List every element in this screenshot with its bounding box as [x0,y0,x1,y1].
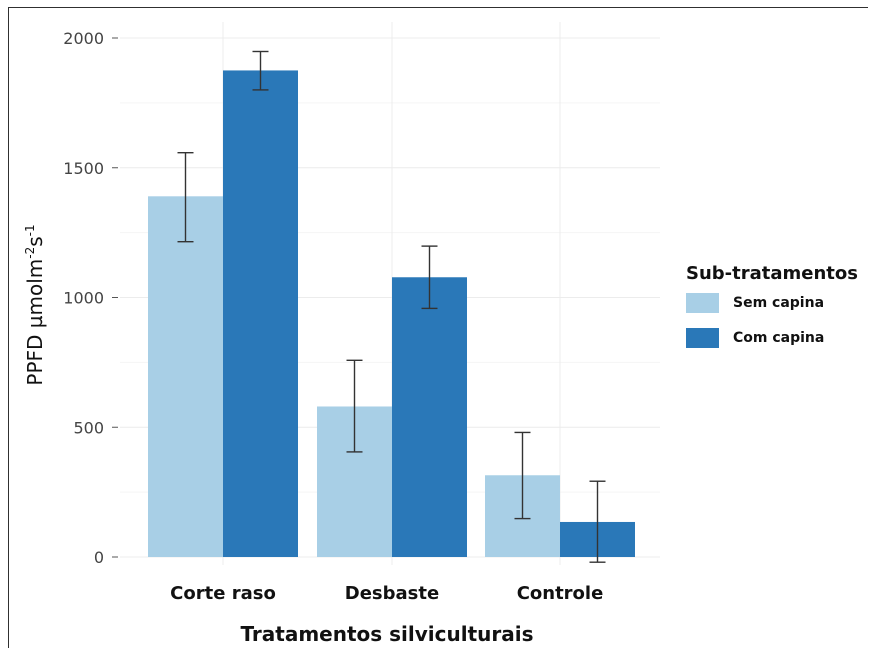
y-axis-ticks: 0 500 1000 1500 2000 [63,29,118,567]
bars-layer [148,70,635,558]
y-axis-title-exp2: -1 [23,224,37,236]
y-axis-title-unit: s [23,236,47,246]
y-axis-title: PPFD µmolm-2s-1 [23,224,47,385]
error-bars-layer [177,50,606,563]
y-tick-label: 1500 [63,159,104,178]
legend-label-1: Com capina [733,330,824,346]
y-axis-title-exp1: -2 [23,247,37,259]
y-tick-label: 2000 [63,29,104,48]
chart-frame [8,7,868,648]
x-category-label: Corte raso [170,583,276,604]
x-axis-title: Tratamentos silviculturais [240,622,533,646]
bar-1-0 [223,70,298,557]
legend-swatch-1 [686,328,719,348]
y-tick-label: 1000 [63,289,104,308]
y-tick-label: 0 [94,548,104,567]
y-axis-title-main: PPFD µmolm [23,259,47,386]
bar-0-0 [148,196,223,558]
y-tick-label: 500 [73,418,104,437]
x-category-label: Controle [517,583,604,604]
legend-label-0: Sem capina [733,295,824,311]
x-category-label: Desbaste [345,583,439,604]
x-axis-category-labels: Corte raso Desbaste Controle [170,583,603,604]
legend: Sub-tratamentos Sem capina Com capina [686,263,858,348]
legend-title: Sub-tratamentos [686,263,858,284]
legend-swatch-0 [686,293,719,313]
bar-1-1 [392,277,467,557]
